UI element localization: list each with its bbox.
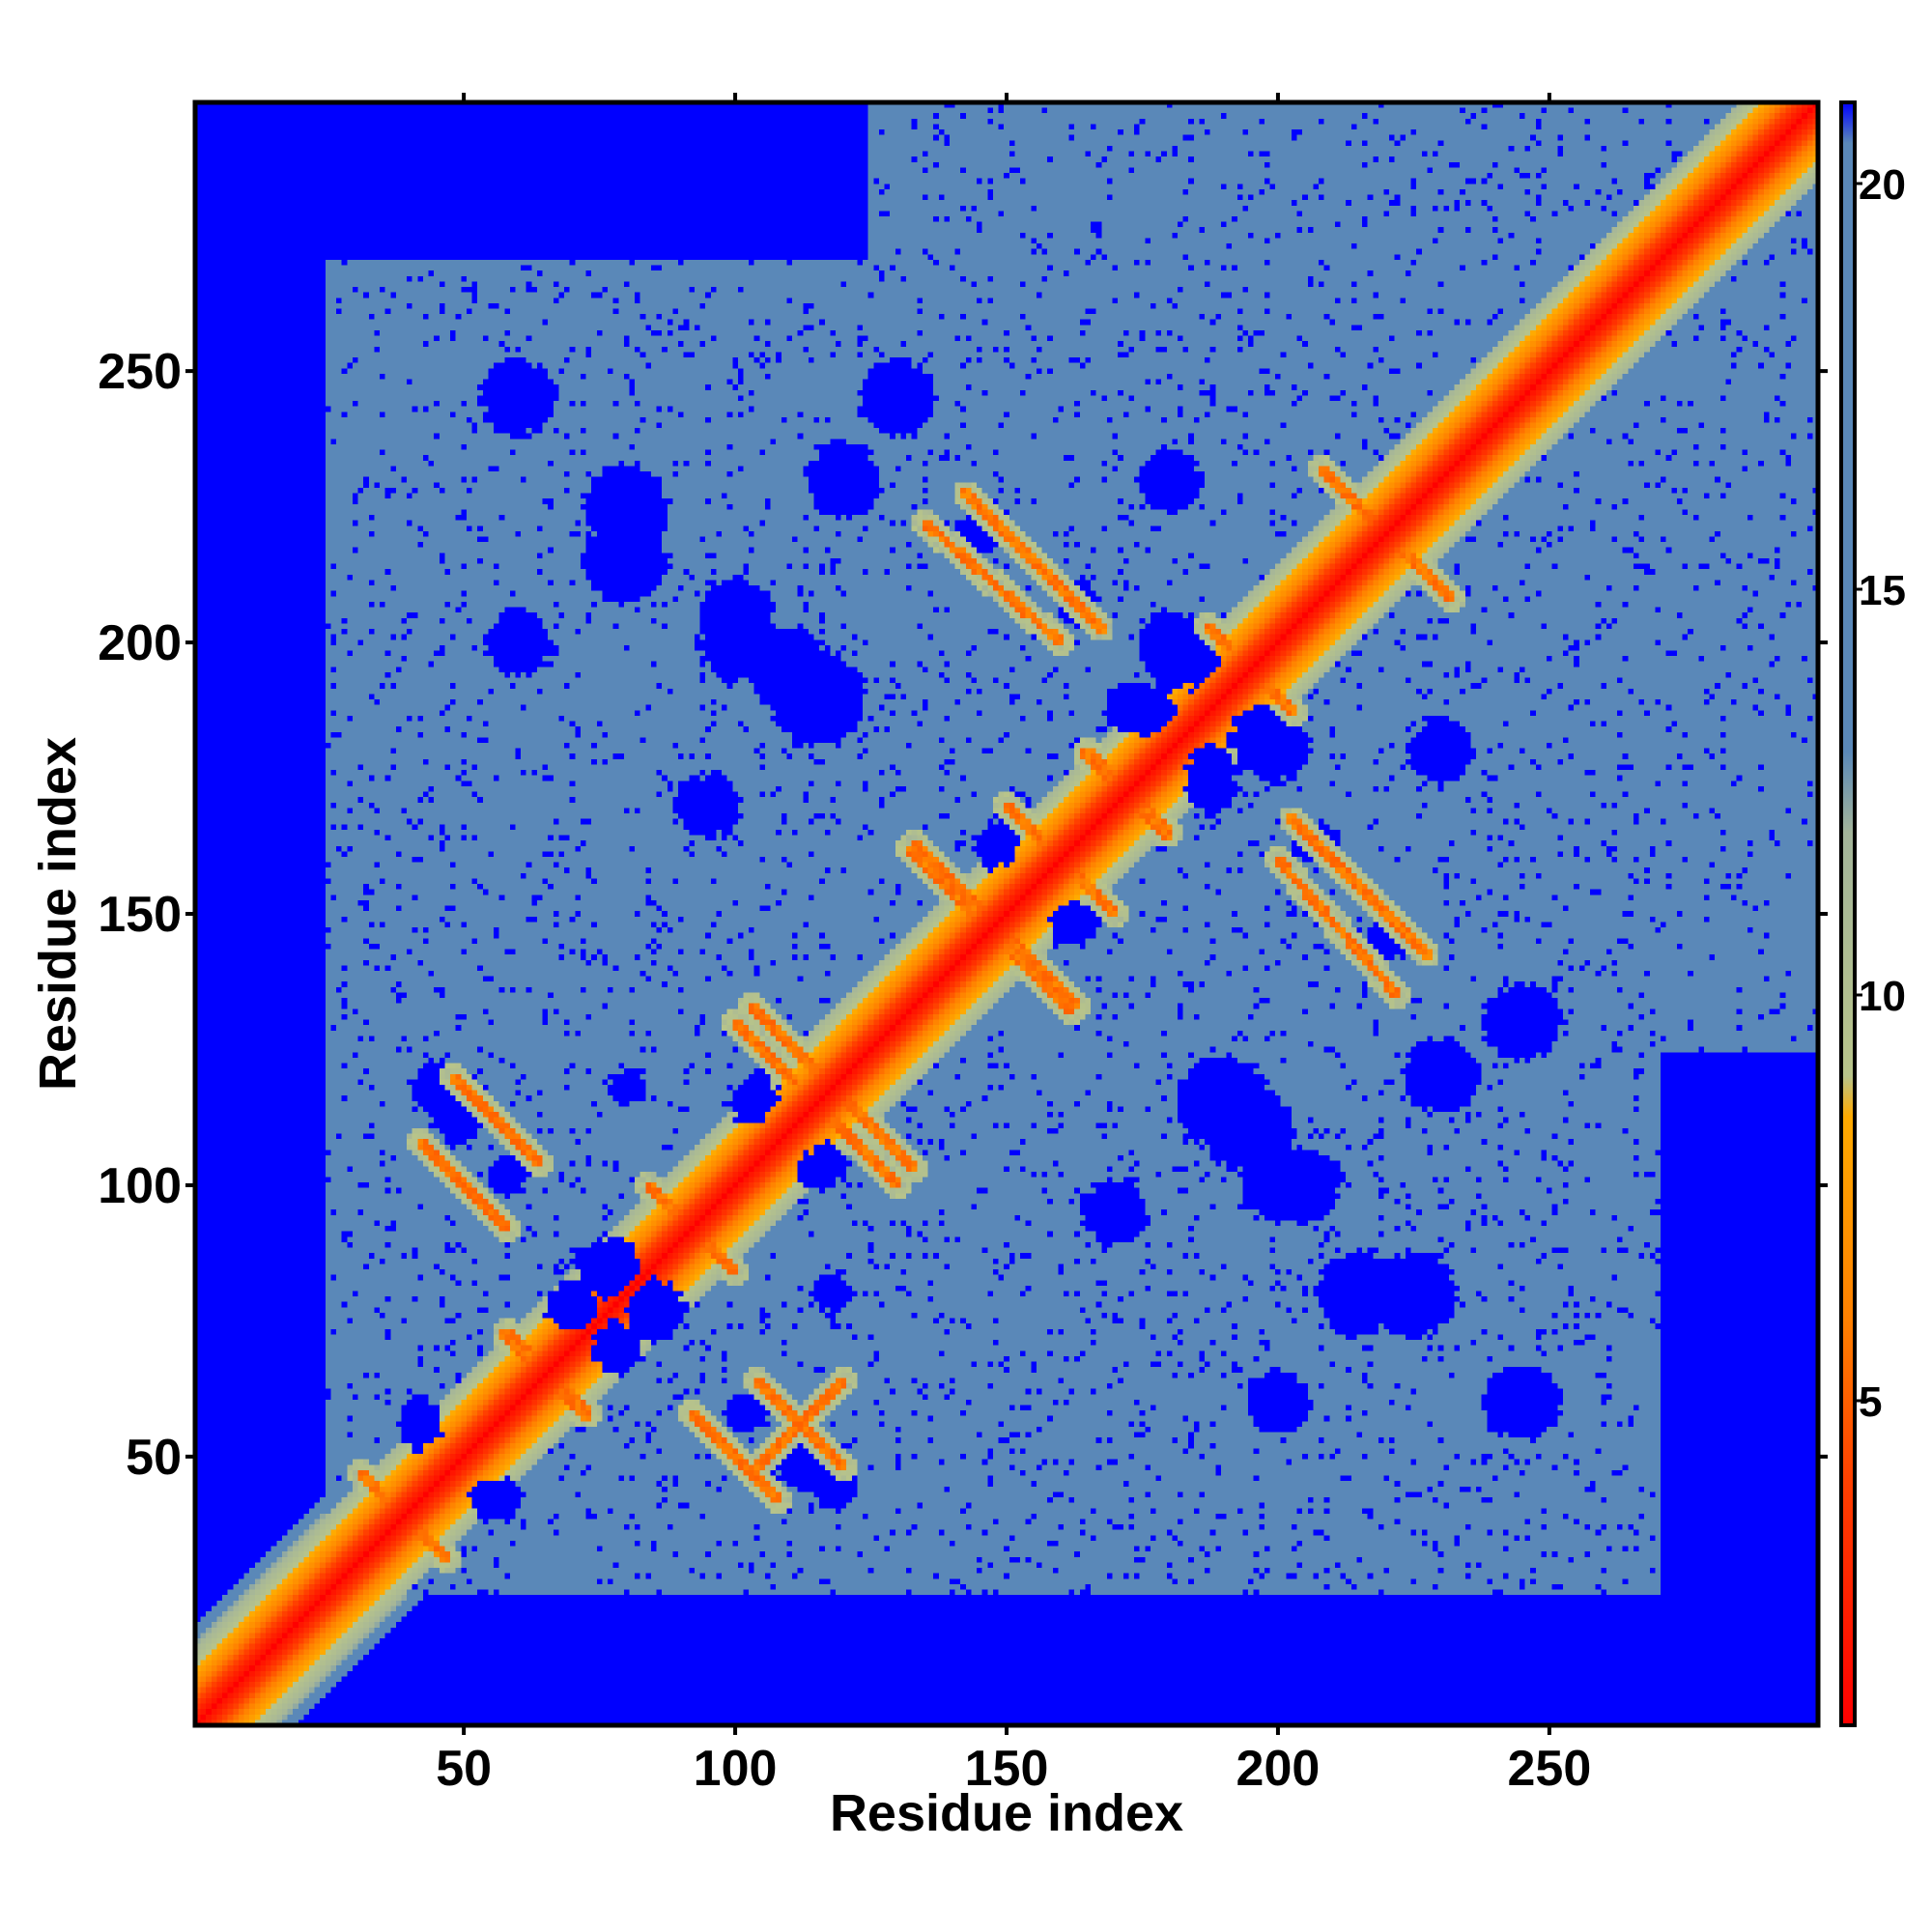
- colorbar-gradient: [1841, 102, 1855, 1725]
- colorbar: 5 10 15 20: [1839, 100, 1906, 1727]
- colorbar-tick-label: 20: [1859, 161, 1906, 209]
- y-tick-label: 100: [98, 1158, 182, 1214]
- x-tick-label: 250: [1507, 1741, 1591, 1797]
- x-tick-label: 50: [436, 1741, 492, 1797]
- top-axis-ticks: [462, 93, 1551, 102]
- heatmap-panel: [192, 99, 1821, 1728]
- x-tick-label: 100: [694, 1741, 778, 1797]
- y-tick-label: 150: [98, 887, 182, 943]
- colorbar-ticks: 5 10 15 20: [1855, 161, 1906, 1426]
- y-axis: 50 100 150 200 250: [98, 344, 195, 1486]
- x-axis: 50 100 150 200 250: [436, 1725, 1591, 1797]
- colorbar-frame: [1839, 100, 1857, 1727]
- colorbar-tick-label: 10: [1859, 973, 1906, 1020]
- y-tick-label: 200: [98, 615, 182, 671]
- heatmap-cells: [195, 102, 1818, 1725]
- y-tick-label: 250: [98, 344, 182, 400]
- right-axis-ticks: [1818, 369, 1828, 1459]
- colorbar-tick-label: 15: [1859, 567, 1906, 614]
- colorbar-tick-label: 5: [1859, 1378, 1882, 1426]
- x-axis-title: Residue index: [830, 1784, 1183, 1842]
- x-tick-label: 200: [1236, 1741, 1321, 1797]
- y-axis-title: Residue index: [29, 737, 87, 1091]
- x-tick-label: 150: [965, 1741, 1049, 1797]
- y-tick-label: 50: [126, 1430, 182, 1486]
